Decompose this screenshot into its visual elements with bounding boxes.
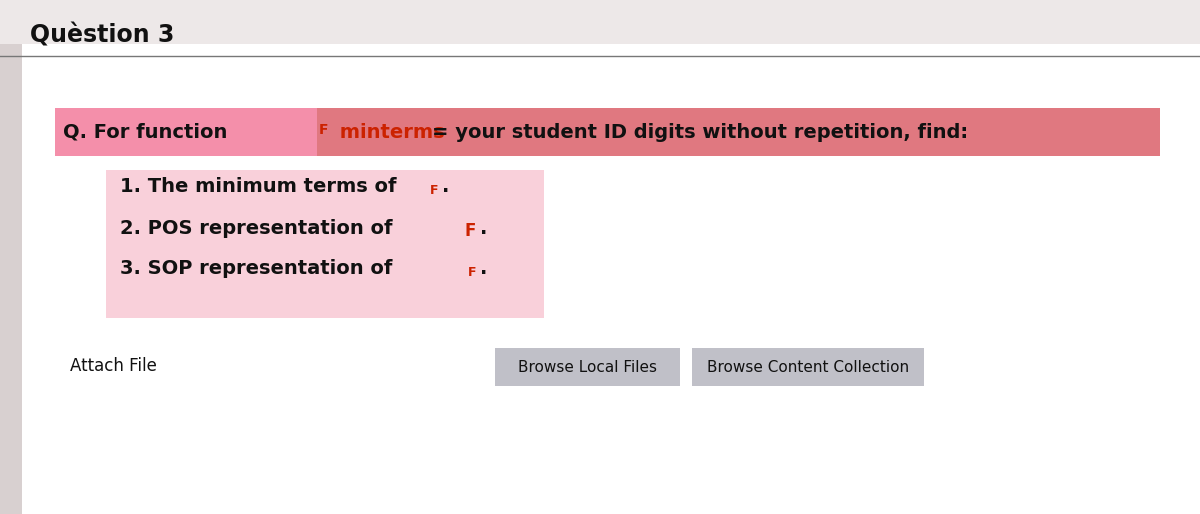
Text: F: F bbox=[466, 222, 476, 240]
FancyBboxPatch shape bbox=[106, 170, 544, 318]
FancyBboxPatch shape bbox=[0, 44, 22, 514]
Text: Attach File: Attach File bbox=[70, 357, 157, 375]
Text: Q. For function: Q. For function bbox=[64, 122, 227, 141]
Text: Browse Content Collection: Browse Content Collection bbox=[707, 359, 910, 375]
Text: F: F bbox=[468, 266, 476, 280]
FancyBboxPatch shape bbox=[496, 348, 680, 386]
FancyBboxPatch shape bbox=[317, 108, 1160, 156]
Text: 3. SOP representation of: 3. SOP representation of bbox=[120, 260, 400, 279]
FancyBboxPatch shape bbox=[55, 108, 317, 156]
Text: F: F bbox=[319, 123, 329, 137]
Text: F: F bbox=[430, 183, 438, 196]
Text: .: . bbox=[480, 219, 487, 238]
Text: 2. POS representation of: 2. POS representation of bbox=[120, 219, 400, 238]
Text: Browse Local Files: Browse Local Files bbox=[518, 359, 658, 375]
FancyBboxPatch shape bbox=[0, 44, 1200, 514]
FancyBboxPatch shape bbox=[692, 348, 924, 386]
Text: Quèstion 3: Quèstion 3 bbox=[30, 24, 174, 48]
Text: .: . bbox=[442, 176, 449, 195]
Text: .: . bbox=[480, 260, 487, 279]
Text: = your student ID digits without repetition, find:: = your student ID digits without repetit… bbox=[432, 122, 968, 141]
Text: 1. The minimum terms of: 1. The minimum terms of bbox=[120, 176, 403, 195]
Text: minterms: minterms bbox=[334, 122, 445, 141]
